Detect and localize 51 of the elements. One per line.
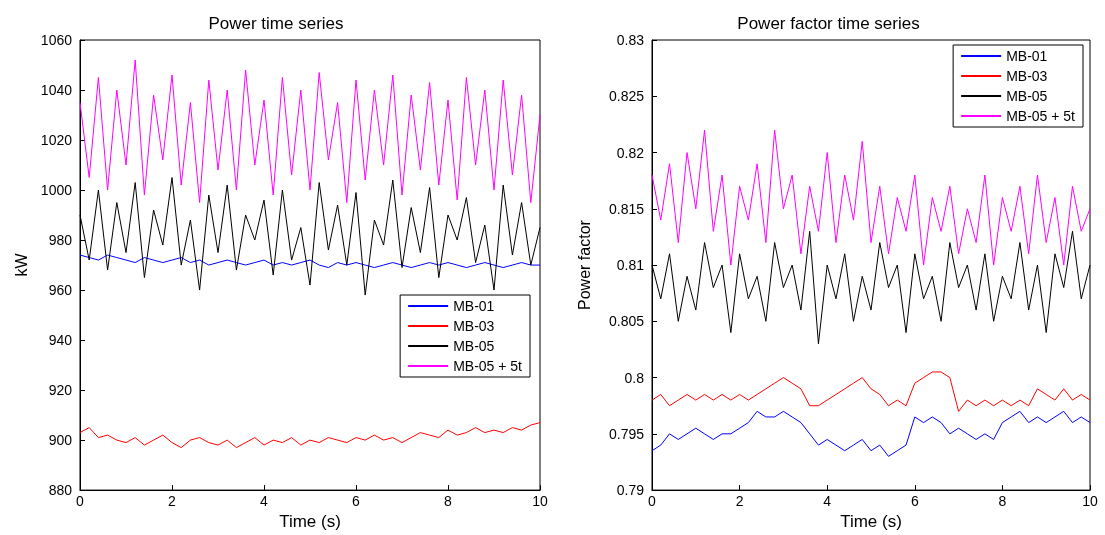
y-tick-label: 0.83: [616, 32, 645, 48]
x-tick-label: 2: [168, 493, 177, 510]
chart-title: Power time series: [208, 14, 344, 33]
legend-label: MB-05: [453, 338, 495, 354]
x-tick-label: 4: [823, 493, 832, 510]
y-axis-title: kW: [13, 252, 31, 277]
y-tick-label: 880: [48, 482, 73, 499]
y-tick-label: 0.8: [624, 369, 645, 386]
x-tick-label: 4: [260, 493, 269, 510]
legend-label: MB-03: [453, 318, 495, 334]
line-series: [651, 371, 1091, 412]
y-tick-label: 0.815: [608, 200, 645, 217]
legend-label: MB-03: [1006, 68, 1048, 84]
line-series: [79, 254, 541, 269]
y-tick-label: 900: [48, 432, 73, 449]
y-tick-label: 920: [48, 382, 73, 399]
y-tick-label: 1020: [40, 132, 73, 149]
y-tick-label: 0.825: [608, 88, 645, 105]
y-tick-label: 0.795: [608, 425, 645, 442]
line-series: [79, 59, 541, 204]
x-tick-label: 2: [735, 493, 744, 510]
x-tick-label: 8: [444, 493, 453, 510]
x-tick-label: 6: [352, 493, 361, 510]
legend-label: MB-01: [453, 298, 495, 314]
x-tick-label: 0: [648, 493, 657, 510]
x-tick-label: 8: [998, 493, 1007, 510]
x-tick-label: 6: [910, 493, 919, 510]
legend-label: MB-05 + 5t: [453, 358, 523, 374]
y-tick-label: 0.82: [616, 144, 645, 161]
y-tick-label: 980: [48, 232, 73, 249]
y-tick-label: 0.805: [608, 313, 645, 330]
y-tick-label: 1000: [40, 182, 73, 199]
line-series: [79, 422, 541, 449]
y-tick-label: 0.81: [616, 257, 645, 274]
y-tick-label: 940: [48, 332, 73, 349]
legend-label: MB-05 + 5t: [1006, 108, 1076, 124]
y-tick-label: 960: [48, 282, 73, 299]
x-tick-label: 10: [1082, 493, 1098, 510]
y-tick-label: 1060: [40, 32, 73, 48]
x-tick-label: 0: [76, 493, 85, 510]
x-axis-title: Time (s): [279, 512, 341, 531]
line-series: [651, 129, 1091, 266]
x-axis-title: Time (s): [840, 512, 902, 531]
y-tick-label: 0.79: [616, 482, 645, 499]
y-tick-label: 1040: [40, 82, 73, 99]
legend-label: MB-05: [1006, 88, 1048, 104]
line-series: [651, 410, 1091, 457]
y-axis-title: Power factor: [575, 219, 593, 310]
chart-title: Power factor time series: [737, 14, 920, 33]
legend-label: MB-01: [1006, 48, 1048, 64]
x-tick-label: 10: [532, 493, 548, 510]
